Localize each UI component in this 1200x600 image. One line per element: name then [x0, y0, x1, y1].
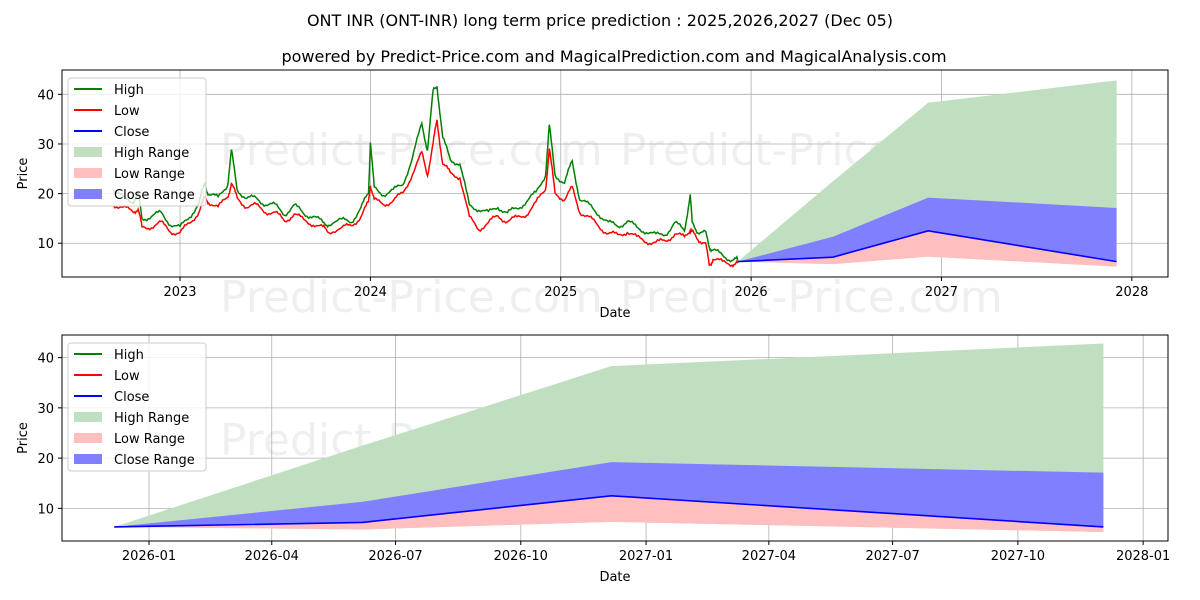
legend-label: High Range	[114, 146, 189, 161]
plot-area	[112, 80, 1117, 268]
legend-label: High	[114, 348, 144, 363]
y-tick-label: 30	[37, 402, 54, 417]
y-tick-label: 40	[37, 88, 54, 103]
chart-title: ONT INR (ONT-INR) long term price predic…	[307, 11, 893, 30]
legend-swatch-low-range	[74, 168, 102, 178]
legend-label: Close Range	[114, 188, 195, 203]
x-tick-label: 2028-01	[1116, 549, 1170, 564]
x-tick-label: 2026-01	[122, 549, 176, 564]
y-tick-label: 20	[37, 188, 54, 203]
high-line	[112, 86, 739, 263]
chart-subtitle: powered by Predict-Price.com and Magical…	[281, 47, 946, 66]
top-chart: Predict-Price.com Predict-Price.com Predic…	[16, 69, 1169, 323]
x-tick-label: 2026-07	[368, 549, 422, 564]
x-axis-label: Date	[599, 570, 630, 585]
legend-box	[67, 342, 207, 472]
legend-label: Close	[114, 125, 149, 140]
watermark: Predict-Price.com	[220, 125, 603, 176]
x-tick-label: 2026-04	[245, 549, 299, 564]
legend: High Low Close High Range Low Range Close Ran…	[67, 77, 207, 207]
y-tick-label: 40	[37, 352, 54, 367]
legend: High Low Close High Range Low Range Close Ran…	[67, 342, 207, 472]
legend-label: Low	[114, 369, 140, 384]
legend-label: High	[114, 83, 144, 98]
legend-label: Close Range	[114, 453, 195, 468]
x-tick-label: 2027	[925, 285, 958, 300]
legend-label: Low Range	[114, 167, 185, 182]
y-tick-label: 10	[37, 237, 54, 252]
legend-swatch-close-range	[74, 454, 102, 464]
legend-swatch-high-range	[74, 412, 102, 422]
x-tick-label: 2023	[163, 285, 196, 300]
x-tick-label: 2028	[1115, 285, 1148, 300]
x-tick-label: 2027-01	[619, 549, 673, 564]
y-tick-label: 20	[37, 452, 54, 467]
watermark: Predict-Price.com	[220, 272, 603, 323]
close-line	[114, 494, 1104, 528]
legend-swatch-low-range	[74, 433, 102, 443]
x-axis-label: Date	[599, 306, 630, 321]
y-tick-label: 10	[37, 502, 54, 517]
axes-frame	[61, 69, 1169, 278]
y-axis-label: Price	[16, 158, 31, 190]
x-tick-label: 2026-10	[494, 549, 548, 564]
y-tick-label: 30	[37, 138, 54, 153]
watermark: Predict-Price.com	[620, 272, 1003, 323]
legend-swatch-close-range	[74, 189, 102, 199]
x-tick-label: 2026	[735, 285, 768, 300]
legend-box	[67, 77, 207, 207]
axes-frame	[61, 334, 1169, 542]
legend-label: Close	[114, 390, 149, 405]
x-tick-label: 2025	[544, 285, 577, 300]
x-tick-label: 2024	[354, 285, 387, 300]
x-tick-label: 2027-10	[991, 549, 1045, 564]
low-line	[112, 119, 739, 268]
y-axis-label: Price	[16, 422, 31, 454]
x-tick-label: 2027-04	[742, 549, 796, 564]
x-tick-label: 2027-07	[865, 549, 919, 564]
plot-area	[114, 343, 1104, 532]
legend-label: Low Range	[114, 432, 185, 447]
legend-label: Low	[114, 104, 140, 119]
bottom-chart: Predict-Price.comPredict-Price.com2026-0…	[16, 334, 1170, 585]
close-line	[737, 230, 1117, 263]
legend-label: High Range	[114, 411, 189, 426]
legend-swatch-high-range	[74, 147, 102, 157]
